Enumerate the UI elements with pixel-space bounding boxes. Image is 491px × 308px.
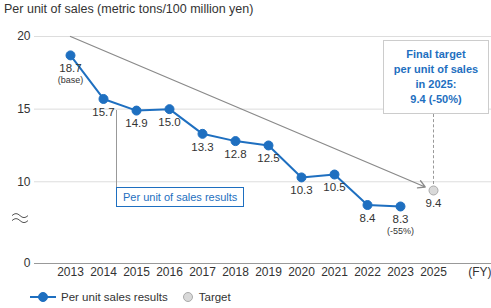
svg-text:12.5: 12.5: [257, 152, 279, 164]
svg-text:2019: 2019: [255, 265, 282, 279]
html-text:Target: Target: [198, 291, 231, 303]
svg-text:2013: 2013: [57, 265, 84, 279]
svg-text:0: 0: [24, 256, 31, 270]
svg-text:10: 10: [17, 175, 31, 189]
svg-text:15.7: 15.7: [92, 106, 114, 118]
svg-text:2021: 2021: [321, 265, 348, 279]
svg-text:2022: 2022: [354, 265, 381, 279]
svg-text:8.4: 8.4: [360, 212, 377, 224]
html-text:Final target per unit of sales: Final target per unit of sales in 2025: …: [393, 48, 479, 105]
svg-text:2020: 2020: [288, 265, 315, 279]
svg-text:12.8: 12.8: [224, 148, 246, 160]
svg-text:18.7: 18.7: [59, 62, 81, 74]
svg-text:(-55%): (-55%): [387, 226, 414, 236]
svg-text:(FY): (FY): [468, 265, 491, 279]
svg-text:(base): (base): [58, 75, 84, 85]
svg-text:2017: 2017: [189, 265, 216, 279]
svg-text:20: 20: [17, 29, 31, 43]
svg-text:2023: 2023: [387, 265, 414, 279]
svg-text:15.0: 15.0: [158, 116, 180, 128]
svg-text:2016: 2016: [156, 265, 183, 279]
html-text:Per unit of sales (metric tons: Per unit of sales (metric tons/100 milli…: [4, 2, 254, 16]
svg-text:10.3: 10.3: [290, 184, 312, 196]
svg-text:8.3: 8.3: [393, 213, 409, 225]
html-text:Per unit sales results: Per unit sales results: [61, 291, 168, 303]
svg-text:9.4: 9.4: [426, 197, 443, 209]
svg-text:14.9: 14.9: [125, 117, 147, 129]
svg-text:13.3: 13.3: [191, 141, 213, 153]
svg-text:15: 15: [17, 102, 31, 116]
svg-text:10.5: 10.5: [323, 181, 345, 193]
html-text:Per unit of sales results: Per unit of sales results: [123, 191, 238, 204]
svg-text:2025: 2025: [420, 265, 447, 279]
svg-text:2018: 2018: [222, 265, 249, 279]
svg-text:2014: 2014: [90, 265, 117, 279]
svg-text:2015: 2015: [123, 265, 150, 279]
